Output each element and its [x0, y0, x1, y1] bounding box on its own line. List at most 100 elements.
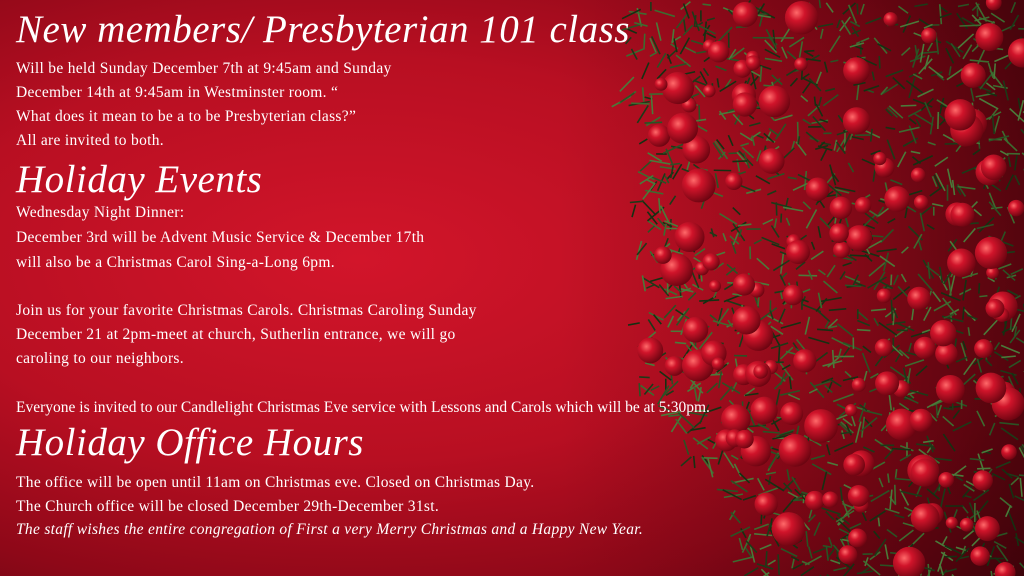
pine-needle — [664, 220, 679, 228]
pine-needle — [834, 442, 854, 453]
pine-needle — [1004, 60, 1013, 70]
pine-needle — [1015, 337, 1024, 344]
pine-needle — [919, 212, 926, 232]
pine-needle — [841, 430, 845, 440]
pine-needle — [756, 563, 774, 570]
pine-needle — [764, 551, 768, 568]
pine-needle — [824, 384, 833, 393]
pine-needle — [862, 345, 872, 354]
pine-needle — [750, 70, 761, 77]
pine-needle — [851, 135, 864, 141]
pine-needle — [725, 267, 736, 276]
pine-needle — [983, 318, 1000, 336]
berry — [735, 429, 754, 449]
pine-needle — [709, 314, 718, 321]
pine-needle — [619, 76, 635, 93]
pine-needle — [631, 102, 650, 105]
pine-needle — [827, 183, 842, 197]
pine-needle — [988, 192, 997, 210]
pine-needle — [821, 507, 841, 516]
pine-needle — [841, 19, 852, 35]
pine-needle — [912, 155, 934, 166]
pine-needle — [650, 95, 654, 115]
berry — [974, 516, 1000, 542]
berry — [974, 236, 1008, 269]
pine-needle — [1002, 319, 1008, 336]
pine-needle — [719, 80, 737, 93]
pine-needle — [1009, 14, 1020, 31]
pine-needle — [741, 146, 755, 159]
pine-needle — [810, 241, 816, 250]
pine-needle — [897, 285, 909, 298]
pine-needle — [738, 333, 745, 348]
pine-needle — [625, 36, 632, 45]
berry — [829, 196, 853, 220]
berry — [844, 403, 858, 417]
berry — [910, 458, 939, 487]
pine-needle — [671, 29, 675, 44]
pine-needle — [765, 314, 784, 325]
pine-needle — [738, 229, 743, 238]
pine-needle — [779, 346, 794, 360]
pine-needle — [667, 315, 675, 328]
pine-needle — [842, 418, 853, 427]
pine-needle — [928, 65, 944, 79]
pine-needle — [775, 123, 787, 140]
pine-needle — [749, 545, 756, 563]
pine-needle — [915, 118, 922, 128]
pine-needle — [897, 151, 907, 168]
pine-needle — [663, 304, 677, 319]
pine-needle — [763, 132, 775, 144]
berry — [846, 225, 873, 252]
pine-needle — [774, 114, 793, 122]
pine-needle — [787, 176, 797, 180]
pine-needle — [811, 54, 820, 60]
berry — [711, 357, 725, 371]
pine-needle — [943, 313, 955, 319]
pine-needle — [765, 131, 772, 142]
pine-needle — [677, 412, 695, 429]
pine-needle — [780, 27, 791, 43]
pine-needle — [851, 274, 860, 287]
pine-needle — [894, 477, 912, 481]
pine-needle — [659, 370, 672, 381]
pine-needle — [916, 443, 934, 448]
pine-needle — [927, 261, 931, 279]
berry — [883, 12, 898, 27]
pine-needle — [892, 76, 906, 90]
pine-needle — [878, 321, 898, 336]
pine-needle — [839, 487, 844, 502]
pine-needle — [619, 92, 635, 103]
pine-needle — [805, 530, 809, 547]
pine-needle — [699, 404, 710, 424]
pine-needle — [777, 554, 780, 575]
text-line: December 14th at 9:45am in Westminster r… — [16, 84, 339, 101]
berry — [829, 223, 849, 243]
pine-needle — [836, 403, 847, 410]
pine-needle — [825, 87, 836, 92]
pine-needle — [1007, 156, 1012, 168]
pine-needle — [887, 217, 896, 224]
pine-needle — [669, 195, 677, 205]
pine-needle — [836, 323, 854, 337]
pine-needle — [855, 37, 870, 45]
pine-needle — [690, 379, 704, 394]
heading-new-members: New members/ Presbyterian 101 class — [16, 8, 630, 51]
pine-needle — [755, 175, 771, 185]
berry — [854, 196, 872, 214]
berry — [805, 177, 830, 202]
pine-needle — [942, 415, 955, 427]
pine-needle — [873, 538, 887, 557]
pine-needle — [757, 64, 772, 71]
pine-needle — [709, 231, 718, 237]
pine-needle — [702, 67, 710, 77]
pine-needle — [963, 357, 977, 376]
pine-needle — [949, 312, 953, 322]
pine-needle — [912, 73, 923, 80]
berry — [892, 546, 926, 576]
pine-needle — [785, 350, 796, 355]
pine-needle — [817, 310, 831, 323]
pine-needle — [764, 478, 785, 492]
pine-needle — [820, 149, 828, 162]
pine-needle — [739, 132, 753, 142]
